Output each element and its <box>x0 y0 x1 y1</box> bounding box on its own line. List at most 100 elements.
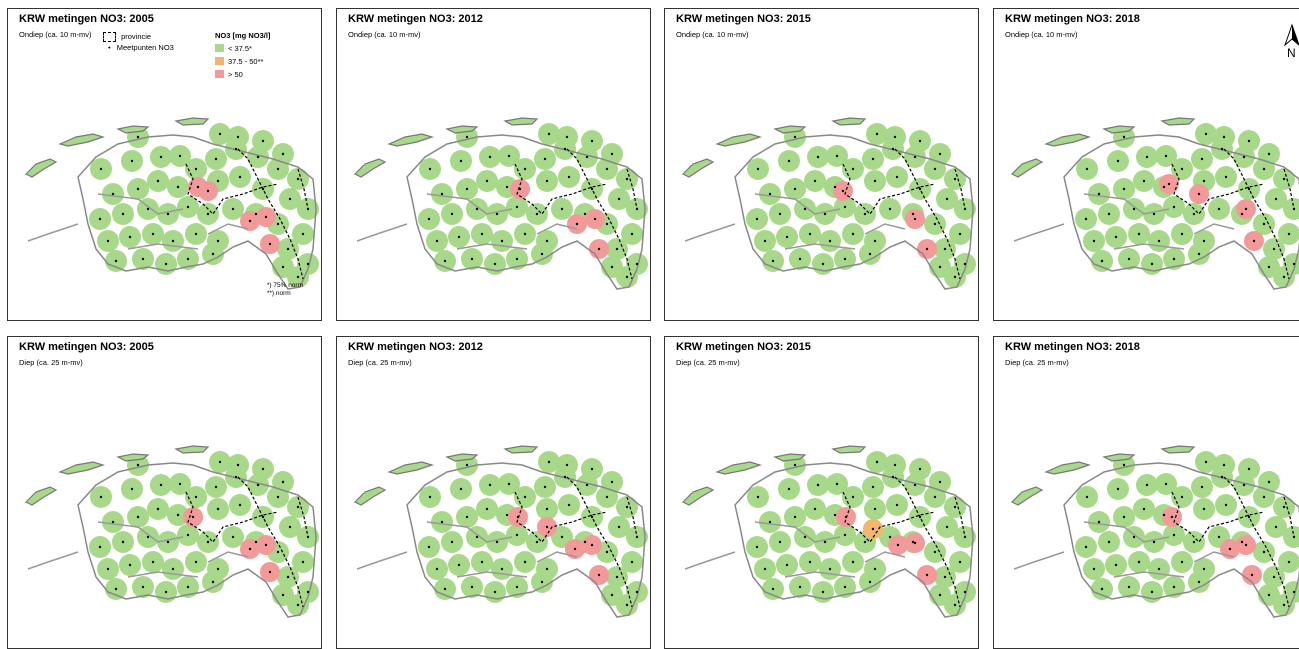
measurement-point <box>465 135 469 139</box>
measurement-point <box>778 212 782 216</box>
legend-meetpunten-label: Meetpunten NO3 <box>116 43 174 52</box>
measurement-point <box>194 495 198 499</box>
measurement-point <box>495 212 499 216</box>
island-outline <box>1160 445 1196 454</box>
legend-label-low: < 37.5* <box>228 44 252 53</box>
measurement-point <box>953 505 957 509</box>
measurement-point <box>875 132 879 136</box>
measurement-point <box>913 155 917 159</box>
measurement-point <box>1247 139 1251 143</box>
measurement-point <box>813 507 817 511</box>
measurement-point <box>803 207 807 211</box>
measurement-point <box>896 543 900 547</box>
measurement-point <box>1287 560 1291 564</box>
measurement-point <box>590 515 594 519</box>
measurement-point <box>863 212 867 216</box>
measurement-point <box>925 573 929 577</box>
measurement-point <box>873 179 877 183</box>
province-border <box>1171 163 1265 215</box>
measurement-point <box>196 185 200 189</box>
panel-title: KRW metingen NO3: 2015 <box>676 341 811 353</box>
province-map <box>1010 117 1299 290</box>
measurement-point <box>625 505 629 509</box>
measurement-point <box>610 265 614 269</box>
measurement-point <box>787 159 791 163</box>
measurement-point <box>1220 475 1224 479</box>
measurement-point <box>114 259 118 263</box>
measurement-point <box>1292 262 1296 266</box>
province-border <box>842 163 936 215</box>
island-outline <box>1010 158 1044 178</box>
measurement-point <box>590 187 594 191</box>
measurement-point <box>238 503 242 507</box>
measurement-point <box>475 207 479 211</box>
measurement-point <box>1262 495 1266 499</box>
panel-title: KRW metingen NO3: 2018 <box>1005 341 1140 353</box>
measurement-point <box>597 247 601 251</box>
measurement-point <box>1097 192 1101 196</box>
measurement-point <box>515 585 519 589</box>
measurement-point <box>945 197 949 201</box>
measurement-point <box>186 533 190 537</box>
measurement-point <box>515 533 519 537</box>
measurement-point <box>891 147 895 151</box>
measurement-point <box>963 207 967 211</box>
measurement-point <box>545 507 549 511</box>
measurement-point <box>1197 252 1201 256</box>
measurement-point <box>216 239 220 243</box>
measurement-point <box>261 515 265 519</box>
measurement-point <box>488 483 492 487</box>
measurement-point <box>114 587 118 591</box>
measurement-point <box>435 239 439 243</box>
measurement-circle-low <box>1283 198 1299 220</box>
waterway-line <box>426 193 513 215</box>
measurement-point <box>296 505 300 509</box>
measurement-point <box>281 480 285 484</box>
legend-meetpunten: • Meetpunten NO3 <box>108 43 174 52</box>
measurement-point <box>543 485 547 489</box>
measurement-point <box>211 252 215 256</box>
measurement-point <box>605 167 609 171</box>
measurement-point <box>1162 513 1166 517</box>
measurement-point <box>938 593 942 597</box>
north-arrow-icon: N <box>1281 23 1299 63</box>
measurement-point <box>913 217 917 221</box>
measurement-point <box>1244 207 1248 211</box>
measurement-point <box>1137 560 1141 564</box>
measurement-point <box>918 139 922 143</box>
map-panel: KRW metingen NO3: 2005 Ondiep (ca. 10 m-m… <box>7 8 322 321</box>
measurement-point <box>136 135 140 139</box>
measurement-point <box>635 590 639 594</box>
measurement-point <box>136 515 140 519</box>
measurement-point <box>1084 217 1088 221</box>
measurement-point <box>756 167 760 171</box>
measurement-point <box>1157 239 1161 243</box>
panel-title: KRW metingen NO3: 2015 <box>676 13 811 25</box>
province-border <box>626 496 638 538</box>
island-outline <box>58 133 105 147</box>
measurement-point <box>1122 135 1126 139</box>
measurement-point <box>516 515 520 519</box>
island-outline <box>715 133 762 147</box>
measurement-point <box>1224 175 1228 179</box>
province-map <box>353 445 648 618</box>
measurement-point <box>296 275 300 279</box>
measurement-point <box>1162 185 1166 189</box>
measurement-point <box>440 192 444 196</box>
measurement-point <box>547 460 551 464</box>
measurement-point <box>141 585 145 589</box>
legend-provincie-label: provincie <box>121 32 152 41</box>
province-border <box>1223 148 1290 280</box>
measurement-point <box>540 252 544 256</box>
measurement-point <box>1172 205 1176 209</box>
waterway-line <box>1083 521 1170 543</box>
measurement-point <box>560 207 564 211</box>
measurement-point <box>130 487 134 491</box>
measurement-point <box>459 487 463 491</box>
measurement-point <box>873 239 877 243</box>
measurement-point <box>1132 207 1136 211</box>
measurement-point <box>465 187 469 191</box>
measurement-point <box>605 550 609 554</box>
waterway-line <box>1083 193 1170 215</box>
measurement-point <box>264 543 268 547</box>
